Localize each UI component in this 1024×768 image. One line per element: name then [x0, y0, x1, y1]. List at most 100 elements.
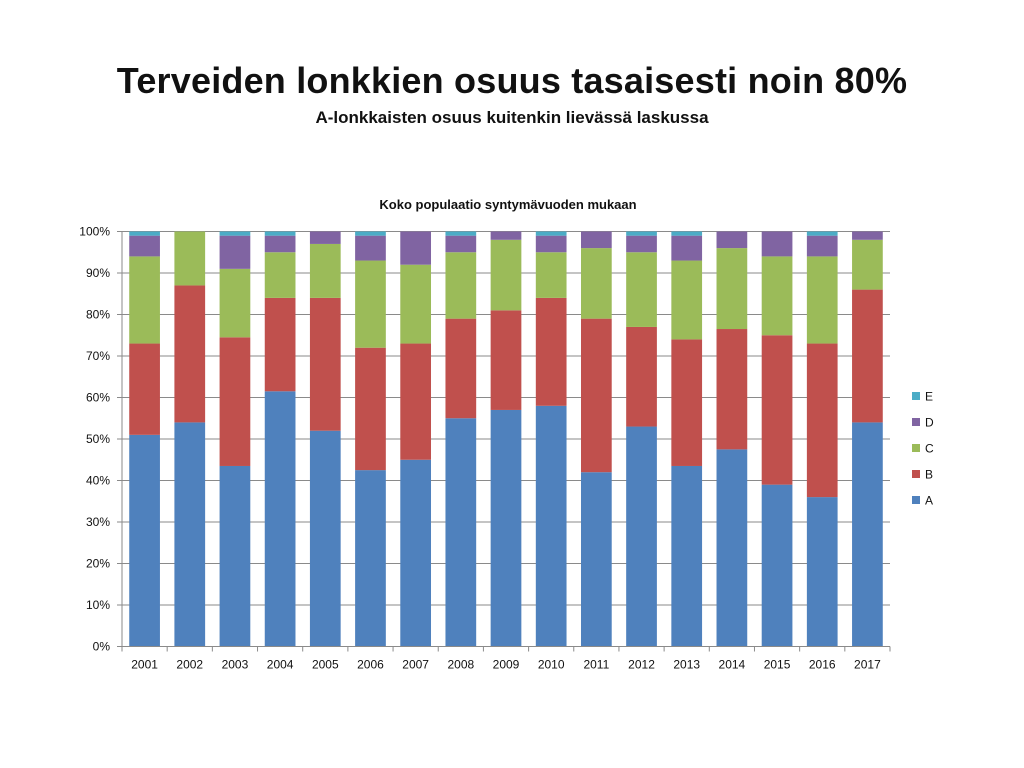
bar-segment-B [219, 337, 251, 466]
bar-segment-B [490, 310, 522, 410]
x-tick-label: 2016 [809, 658, 836, 672]
bar-segment-D [129, 235, 160, 257]
bar-segment-A [174, 422, 206, 647]
bar-segment-D [580, 231, 612, 249]
y-tick-label: 30% [86, 515, 110, 529]
bar-stack-2016 [806, 231, 838, 647]
bar-segment-D [761, 231, 793, 257]
x-tick-label: 2014 [719, 658, 746, 672]
y-tick-label: 60% [86, 391, 110, 405]
y-tick-label: 10% [86, 598, 110, 612]
x-tick-label: 2004 [267, 658, 294, 672]
bar-segment-E [264, 231, 296, 236]
bar-segment-D [671, 235, 703, 261]
bar-stack-2006 [355, 231, 386, 647]
x-tick-label: 2007 [402, 658, 429, 672]
bar-segment-C [671, 260, 703, 340]
bar-stacks [129, 231, 883, 647]
bar-segment-C [309, 243, 341, 298]
bar-segment-B [174, 285, 206, 423]
bar-segment-A [309, 430, 341, 647]
bar-segment-B [852, 289, 883, 423]
bar-segment-C [490, 239, 522, 311]
bar-segment-B [671, 339, 703, 466]
bar-stack-2007 [400, 231, 432, 647]
bar-segment-E [355, 231, 386, 236]
bar-segment-D [716, 231, 748, 249]
bar-segment-A [219, 465, 251, 647]
bar-segment-C [761, 256, 793, 336]
bar-segment-A [445, 418, 477, 647]
slide-subtitle: A-lonkkaisten osuus kuitenkin lievässä l… [315, 108, 709, 127]
y-tick-label: 50% [86, 432, 110, 446]
bar-stack-2002 [174, 231, 206, 647]
bar-segment-E [535, 231, 567, 236]
bar-segment-D [355, 235, 386, 261]
slide-title: Terveiden lonkkien osuus tasaisesti noin… [116, 60, 908, 101]
bar-segment-B [580, 318, 612, 473]
bar-segment-C [355, 260, 386, 348]
legend-swatch [912, 496, 920, 504]
bar-segment-B [535, 297, 567, 406]
x-tick-label: 2008 [447, 658, 474, 672]
y-tick-label: 40% [86, 474, 110, 488]
x-tick-label: 2010 [538, 658, 565, 672]
legend-label: E [925, 390, 933, 404]
bar-segment-B [264, 297, 296, 392]
bar-segment-B [626, 326, 657, 427]
x-tick-label: 2006 [357, 658, 384, 672]
bar-segment-B [716, 329, 748, 450]
bar-segment-D [852, 231, 883, 240]
bar-segment-A [671, 465, 703, 647]
legend-item-C: C [912, 442, 934, 456]
bar-segment-B [806, 343, 838, 498]
bar-segment-D [535, 235, 567, 253]
bar-segment-C [400, 264, 432, 344]
bar-segment-E [671, 231, 703, 236]
legend-label: C [925, 442, 934, 456]
bar-segment-C [806, 256, 838, 344]
bar-segment-C [174, 231, 206, 286]
bar-stack-2008 [445, 231, 477, 647]
legend-swatch [912, 444, 920, 452]
bar-segment-A [806, 497, 838, 647]
x-tick-label: 2013 [673, 658, 700, 672]
bar-stack-2012 [626, 231, 657, 647]
bar-segment-C [852, 239, 883, 290]
bar-segment-D [400, 231, 432, 265]
legend-item-E: E [912, 390, 933, 404]
axes: 0% 10% 20% 30% 40% 50% 60% 70% 80% 90% 100% 2001 200… [79, 225, 891, 672]
bar-stack-2013 [671, 231, 703, 647]
legend-item-B: B [912, 468, 933, 482]
bar-segment-C [129, 256, 160, 344]
bar-stack-2009 [490, 231, 522, 647]
legend-label: B [925, 468, 933, 482]
bar-segment-A [264, 391, 296, 647]
bar-segment-B [445, 318, 477, 419]
bar-segment-D [219, 235, 251, 269]
bar-segment-D [806, 235, 838, 257]
bar-segment-C [626, 252, 657, 327]
bar-segment-C [445, 252, 477, 319]
bar-segment-A [761, 484, 793, 647]
bar-segment-B [355, 347, 386, 471]
bar-segment-A [490, 409, 522, 647]
legend-item-A: A [912, 494, 933, 508]
bar-segment-C [264, 252, 296, 298]
bar-segment-D [490, 231, 522, 240]
bar-segment-E [445, 231, 477, 236]
bar-segment-E [806, 231, 838, 236]
x-tick-label: 2017 [854, 658, 881, 672]
x-tick-label: 2015 [764, 658, 791, 672]
y-tick-label: 100% [79, 225, 110, 239]
x-tick-label: 2001 [131, 658, 158, 672]
bar-stack-2004 [264, 231, 296, 647]
bar-stack-2014 [716, 231, 748, 647]
bar-segment-C [580, 248, 612, 319]
bar-segment-C [219, 268, 251, 338]
bar-stack-2005 [309, 231, 341, 647]
bar-segment-A [400, 459, 432, 647]
bar-segment-A [580, 472, 612, 647]
y-tick-label: 20% [86, 557, 110, 571]
